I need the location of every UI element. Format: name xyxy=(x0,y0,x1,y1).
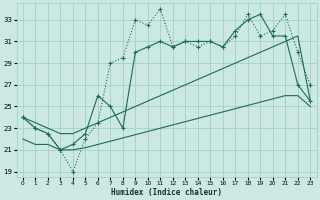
X-axis label: Humidex (Indice chaleur): Humidex (Indice chaleur) xyxy=(111,188,222,197)
